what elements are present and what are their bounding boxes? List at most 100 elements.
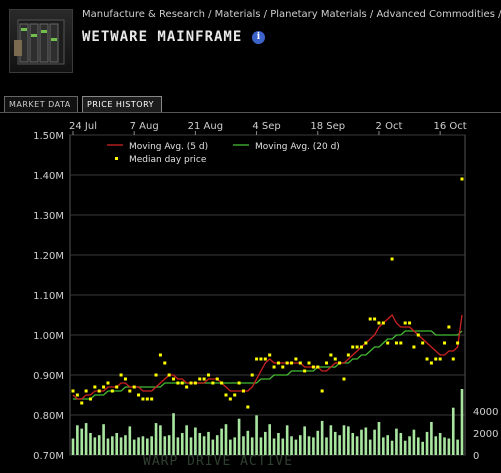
median-point (320, 389, 324, 393)
volume-bar (390, 440, 394, 455)
volume-bar (377, 422, 381, 455)
volume-bar (167, 435, 171, 455)
median-point (119, 373, 123, 377)
x-tick-label: 16 Oct (434, 121, 467, 132)
volume-bar (102, 424, 105, 455)
volume-bar (242, 436, 245, 455)
breadcrumb[interactable]: Manufacture & Research / Materials / Pla… (82, 9, 501, 20)
volume-bar (176, 437, 180, 455)
volume-bar (425, 431, 429, 455)
median-point (342, 377, 346, 381)
median-point (250, 373, 254, 377)
volume-bar (430, 422, 433, 455)
volume-tick-label: 2000 (473, 429, 498, 440)
volume-bar (303, 426, 306, 455)
mainframe-image (14, 19, 65, 65)
volume-bar (451, 407, 455, 455)
median-point (237, 381, 241, 385)
volume-bar (211, 439, 215, 455)
volume-bar (268, 424, 271, 455)
x-tick-label: 7 Aug (130, 121, 159, 132)
median-point (447, 325, 451, 329)
volume-bar (84, 423, 88, 455)
median-point (224, 393, 228, 397)
y-tick-label: 1.50M (33, 131, 64, 142)
median-point (132, 385, 136, 389)
x-tick-label: 24 Jul (69, 121, 97, 132)
median-point (80, 401, 84, 405)
median-point (268, 353, 272, 357)
volume-bar (447, 438, 451, 455)
median-point (421, 341, 425, 345)
x-tick-label: 21 Aug (188, 121, 223, 132)
volume-bar (412, 429, 416, 455)
volume-bar (224, 424, 228, 455)
volume-bar (368, 439, 372, 455)
volume-bar (338, 435, 341, 455)
legend-median-label: Median day price (129, 155, 207, 165)
volume-bar (443, 437, 446, 455)
y-tick-label: 0.70M (33, 451, 64, 462)
x-tick-label: 2 Oct (376, 121, 403, 132)
y-tick-label: 1.10M (33, 291, 64, 302)
volume-bar (403, 440, 407, 455)
median-point (206, 373, 210, 377)
volume-bar (259, 437, 263, 455)
median-point (233, 393, 237, 397)
volume-bar (364, 427, 368, 455)
watermark-text: WARP DRIVE ACTIVE (143, 454, 294, 469)
volume-bar (141, 436, 145, 455)
median-point (368, 317, 372, 321)
median-point (373, 317, 377, 321)
median-point (246, 405, 250, 409)
volume-bar (386, 435, 390, 455)
volume-bar (124, 435, 127, 455)
median-point (443, 341, 447, 345)
volume-bar (115, 433, 119, 455)
volume-bar (159, 425, 162, 455)
ma20-line (73, 330, 463, 400)
volume-bar (150, 436, 153, 455)
volume-bar (119, 437, 123, 455)
median-point (303, 369, 307, 373)
volume-bar (194, 427, 197, 455)
median-point (172, 377, 176, 381)
volume-bar (285, 425, 289, 455)
volume-bar (312, 437, 315, 455)
volume-bar (237, 418, 241, 455)
legend-median-swatch (115, 157, 118, 160)
volume-bar (189, 437, 193, 455)
volume-bar (185, 425, 188, 455)
median-point (137, 393, 141, 397)
median-point (180, 381, 184, 385)
volume-bar (281, 438, 285, 455)
median-point (75, 393, 79, 397)
median-point (381, 321, 385, 325)
median-point (460, 177, 464, 181)
median-point (346, 353, 350, 357)
median-point (390, 257, 394, 261)
volume-bar (80, 428, 84, 455)
tab-market-data[interactable]: MARKET DATA (4, 96, 78, 112)
volume-bar (145, 438, 149, 455)
legend-ma20-label: Moving Avg. (20 d) (255, 142, 340, 152)
median-point (88, 397, 92, 401)
median-point (329, 353, 333, 357)
info-icon[interactable]: i (252, 31, 265, 44)
tab-price-history[interactable]: PRICE HISTORY (82, 96, 162, 112)
volume-bar (106, 438, 110, 455)
volume-bar (277, 433, 280, 455)
median-point (438, 357, 442, 361)
volume-bar (438, 433, 442, 455)
median-point (333, 357, 337, 361)
volume-bar (233, 437, 237, 455)
median-point (451, 357, 455, 361)
median-point (408, 321, 412, 325)
volume-bar (220, 428, 223, 455)
median-point (351, 345, 355, 349)
volume-bar (351, 433, 355, 455)
median-point (150, 397, 154, 401)
volume-bar (316, 430, 320, 455)
volume-bar (137, 437, 140, 455)
y-tick-label: 0.80M (33, 411, 64, 422)
